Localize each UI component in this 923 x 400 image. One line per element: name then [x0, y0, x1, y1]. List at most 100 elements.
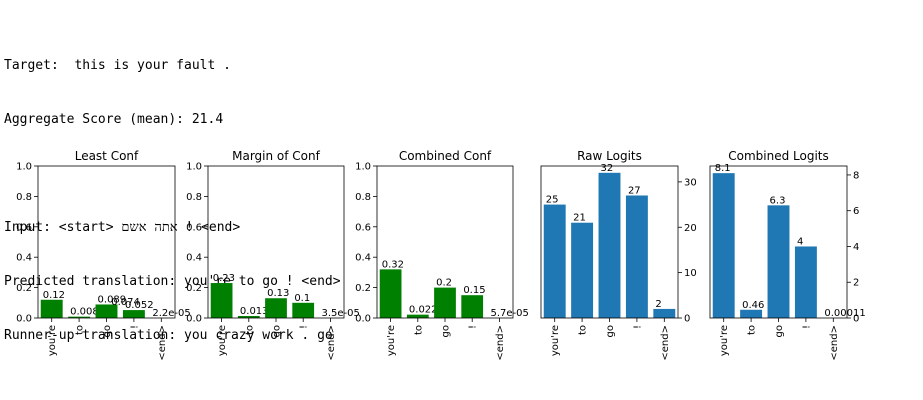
chart2-xtick-label: go — [272, 325, 283, 337]
chart1-title: Least Conf — [75, 149, 139, 163]
chart2-ytick-label: 0.0 — [186, 314, 202, 325]
chart5-title: Combined Logits — [728, 149, 829, 163]
chart3-title: Combined Conf — [399, 149, 492, 163]
chart1-data-label: 0.0089 — [70, 307, 105, 318]
chart4-bar — [653, 308, 676, 318]
runner-up-translation-line: Runner-up translation: you crazy work . … — [4, 328, 333, 343]
chart5-bar — [794, 246, 817, 318]
chart3-bar — [379, 269, 402, 318]
chart1-ytick-label: 0.0 — [16, 314, 32, 325]
chart4-data-label: 2 — [655, 299, 661, 310]
chart4-data-label: 25 — [546, 195, 559, 206]
chart4-ytick-label: 0 — [684, 314, 690, 325]
chart4-bar — [625, 195, 648, 318]
chart2-bar — [237, 316, 260, 318]
chart2-ytick-label: 0.2 — [186, 283, 202, 294]
chart3-ytick-label: 0.4 — [355, 253, 371, 264]
chart4-ytick-label: 20 — [684, 223, 697, 234]
chart2-ytick-label: 0.8 — [186, 192, 202, 203]
chart2-xtick-label: ! — [299, 325, 310, 329]
chart2-ytick-label: 1.0 — [186, 162, 202, 173]
chart3-data-label: 5.7e-05 — [491, 308, 529, 319]
chart3-data-label: 0.022 — [409, 305, 438, 316]
chart5-ytick-label: 6 — [853, 206, 859, 217]
chart5-xtick-label: go — [774, 325, 785, 337]
chart1-xtick-label: go — [102, 325, 113, 337]
chart4-bar — [598, 172, 621, 318]
chart2-data-label: 3.5e-05 — [322, 308, 360, 319]
chart1-bar — [40, 299, 63, 318]
input-line: Input: <start> אתה אשם ! <end> — [4, 220, 241, 235]
chart5-ytick-label: 0 — [853, 314, 859, 325]
chart3-xtick-label: you're — [386, 325, 397, 356]
chart1-bar — [122, 310, 145, 318]
chart4-xtick-label: <end> — [660, 325, 671, 361]
chart3-data-label: 0.15 — [463, 285, 485, 296]
chart3-bar — [406, 314, 429, 318]
chart5-ytick-label: 2 — [853, 278, 859, 289]
chart5-bar — [712, 173, 735, 318]
chart3-ytick-label: 0.0 — [355, 314, 371, 325]
chart3-xtick-label: ! — [468, 325, 479, 329]
chart1-xtick-label: to — [75, 325, 86, 335]
chart5-ytick-label: 4 — [853, 242, 859, 253]
chart2-bar — [292, 302, 315, 318]
chart3-xtick-label: go — [441, 325, 452, 337]
chart4-xtick-label: go — [605, 325, 616, 337]
chart2-bar — [210, 283, 233, 318]
chart5-xtick-label: ! — [801, 325, 812, 329]
chart2-data-label: 0.13 — [267, 288, 289, 299]
chart1-data-label: 0.089 — [98, 294, 127, 305]
chart1-xtick-label: you're — [47, 325, 58, 356]
chart2-bar — [265, 298, 287, 318]
chart1-ytick-label: 0.4 — [16, 253, 32, 264]
chart4-bar — [543, 204, 566, 318]
chart1-xtick-label: ! — [129, 325, 140, 329]
chart3-xtick-label: <end> — [495, 325, 506, 361]
chart2-title: Margin of Conf — [232, 149, 321, 163]
chart5-data-label: 0.00011 — [824, 308, 865, 319]
chart4-ytick-label: 10 — [684, 268, 697, 279]
chart4-title: Raw Logits — [577, 149, 642, 163]
chart3-xtick-label: to — [413, 325, 424, 335]
chart2-xtick-label: to — [244, 325, 255, 335]
chart2-xtick-label: <end> — [326, 325, 337, 361]
chart2-ytick-label: 0.4 — [186, 253, 202, 264]
chart3-ytick-label: 0.8 — [355, 192, 371, 203]
chart1-data-label: 0.074 — [111, 297, 140, 308]
chart1-ytick-label: 1.0 — [16, 162, 32, 173]
chart4-data-label: 32 — [601, 163, 614, 174]
chart4-ytick-label: 30 — [684, 177, 697, 188]
chart3-ytick-label: 0.6 — [355, 222, 371, 233]
chart5-bar — [740, 309, 763, 318]
chart5-data-label: 4 — [797, 236, 803, 247]
chart3-ytick-label: 0.2 — [355, 283, 371, 294]
chart2-data-label: 0.013 — [240, 306, 269, 317]
chart5-xtick-label: <end> — [829, 325, 840, 361]
chart4-bar — [571, 222, 594, 318]
chart1-data-label: 0.12 — [43, 290, 65, 301]
aggregate-score-line: Aggregate Score (mean): 21.4 — [4, 112, 224, 127]
chart1-xtick-label: <end> — [157, 325, 168, 361]
chart4-xtick-label: to — [578, 325, 589, 335]
chart5-data-label: 6.3 — [770, 195, 786, 206]
chart5-xtick-label: you're — [719, 325, 730, 356]
header-text: Target: this is your fault . Aggregate S… — [4, 21, 341, 363]
chart4-xtick-label: you're — [550, 325, 561, 356]
chart1-bar — [95, 304, 118, 318]
chart5-xtick-label: to — [747, 325, 758, 335]
chart5-ytick-label: 8 — [853, 170, 859, 181]
chart3-data-label: 0.32 — [382, 259, 404, 270]
chart2-ytick-label: 0.6 — [186, 222, 202, 233]
chart2-data-label: 0.23 — [213, 273, 235, 284]
chart1-data-label: 0.052 — [125, 300, 154, 311]
chart3-bar — [461, 295, 484, 318]
chart3-data-label: 0.2 — [436, 278, 452, 289]
chart4-data-label: 27 — [628, 185, 641, 196]
chart1-ytick-label: 0.2 — [16, 283, 32, 294]
chart1-data-label: 2.2e-05 — [152, 308, 190, 319]
chart4-xtick-label: ! — [632, 325, 643, 329]
chart5-data-label: 8.1 — [715, 163, 731, 174]
chart1-ytick-label: 0.6 — [16, 222, 32, 233]
